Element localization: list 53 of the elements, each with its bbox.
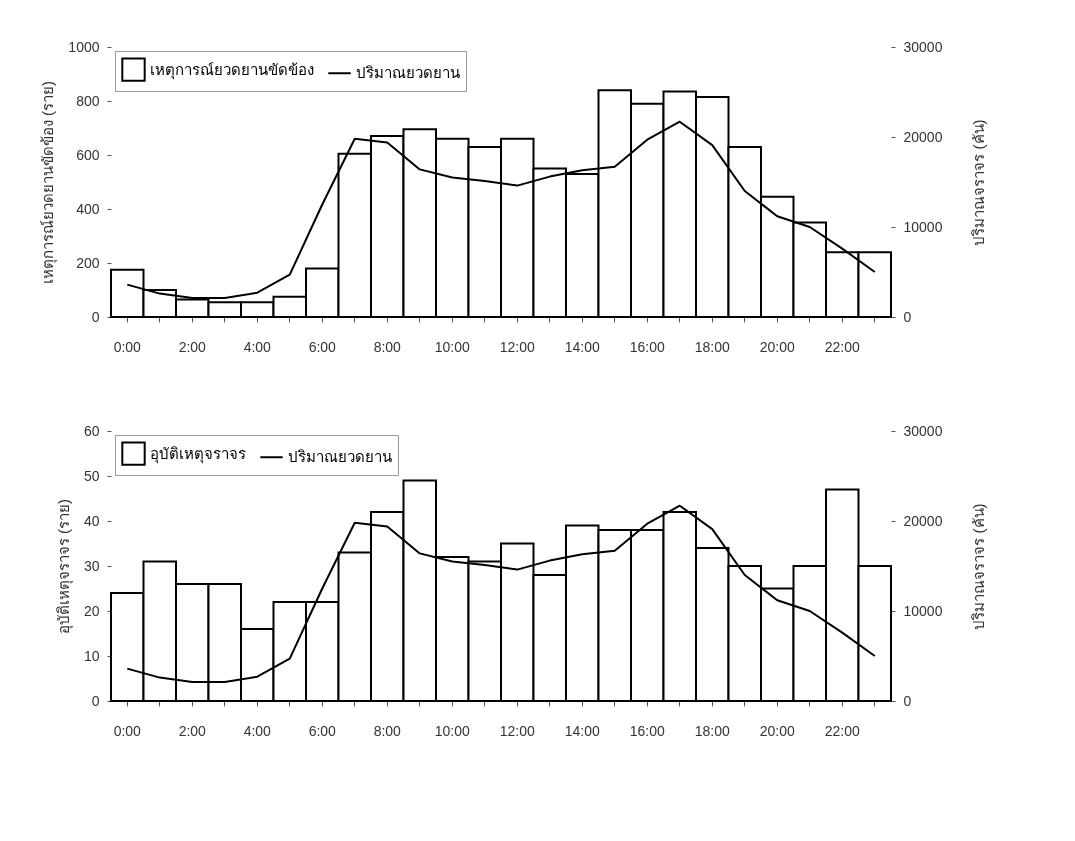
x-tick-label: 6:00 bbox=[308, 338, 337, 355]
y2-tick-label: 0 bbox=[903, 692, 912, 709]
x-tick-label: 4:00 bbox=[243, 338, 272, 355]
y-axis-title: เหตุการณ์ยวดยานขัดข้อง (ราย) bbox=[39, 80, 59, 285]
x-tick-label: 2:00 bbox=[178, 722, 207, 739]
legend-label: เหตุการณ์ยวดยานขัดข้อง bbox=[150, 60, 314, 80]
x-tick-label: 6:00 bbox=[308, 722, 337, 739]
x-tick-label: 8:00 bbox=[373, 722, 402, 739]
y2-axis-title: ปริมาณจราจร (คัน) bbox=[970, 503, 988, 630]
x-tick-label: 0:00 bbox=[113, 722, 142, 739]
y-tick-label: 60 bbox=[83, 422, 100, 439]
y-tick-label: 1000 bbox=[68, 38, 100, 55]
x-tick-label: 12:00 bbox=[499, 338, 535, 355]
x-tick-label: 16:00 bbox=[629, 338, 665, 355]
x-tick-label: 2:00 bbox=[178, 338, 207, 355]
y-tick-label: 30 bbox=[83, 557, 100, 574]
x-tick-label: 10:00 bbox=[434, 722, 470, 739]
x-tick-label: 8:00 bbox=[373, 338, 402, 355]
y-tick-label: 0 bbox=[91, 308, 100, 325]
y2-axis-title: ปริมาณจราจร (คัน) bbox=[970, 119, 988, 246]
y2-tick-label: 30000 bbox=[903, 38, 943, 55]
x-tick-label: 20:00 bbox=[759, 722, 795, 739]
x-tick-label: 12:00 bbox=[499, 722, 535, 739]
y-tick-label: 800 bbox=[76, 92, 100, 109]
x-tick-label: 0:00 bbox=[113, 338, 142, 355]
x-tick-label: 4:00 bbox=[243, 722, 272, 739]
x-tick-label: 18:00 bbox=[694, 722, 730, 739]
y-tick-label: 40 bbox=[83, 512, 100, 529]
y-tick-label: 200 bbox=[76, 254, 100, 271]
legend-label: อุบัติเหตุจราจร bbox=[150, 444, 246, 464]
y-tick-label: 20 bbox=[83, 602, 100, 619]
y2-tick-label: 20000 bbox=[903, 512, 943, 529]
y-tick-label: 0 bbox=[91, 692, 100, 709]
y-tick-label: 400 bbox=[76, 200, 100, 217]
x-tick-label: 14:00 bbox=[564, 338, 600, 355]
x-tick-label: 10:00 bbox=[434, 338, 470, 355]
y2-tick-label: 30000 bbox=[903, 422, 943, 439]
y2-tick-label: 0 bbox=[903, 308, 912, 325]
y2-tick-label: 10000 bbox=[903, 602, 943, 619]
x-tick-label: 22:00 bbox=[824, 338, 860, 355]
y2-tick-label: 10000 bbox=[903, 218, 943, 235]
y-tick-label: 600 bbox=[76, 146, 100, 163]
x-tick-label: 16:00 bbox=[629, 722, 665, 739]
y-tick-label: 10 bbox=[83, 647, 100, 664]
x-tick-label: 22:00 bbox=[824, 722, 860, 739]
legend-label: ปริมาณยวดยาน bbox=[356, 64, 460, 82]
y-tick-label: 50 bbox=[83, 467, 100, 484]
legend-label: ปริมาณยวดยาน bbox=[288, 448, 392, 466]
y2-tick-label: 20000 bbox=[903, 128, 943, 145]
x-tick-label: 18:00 bbox=[694, 338, 730, 355]
x-tick-label: 20:00 bbox=[759, 338, 795, 355]
y-axis-title: อุบัติเหตุจราจร (ราย) bbox=[54, 498, 74, 635]
x-tick-label: 14:00 bbox=[564, 722, 600, 739]
